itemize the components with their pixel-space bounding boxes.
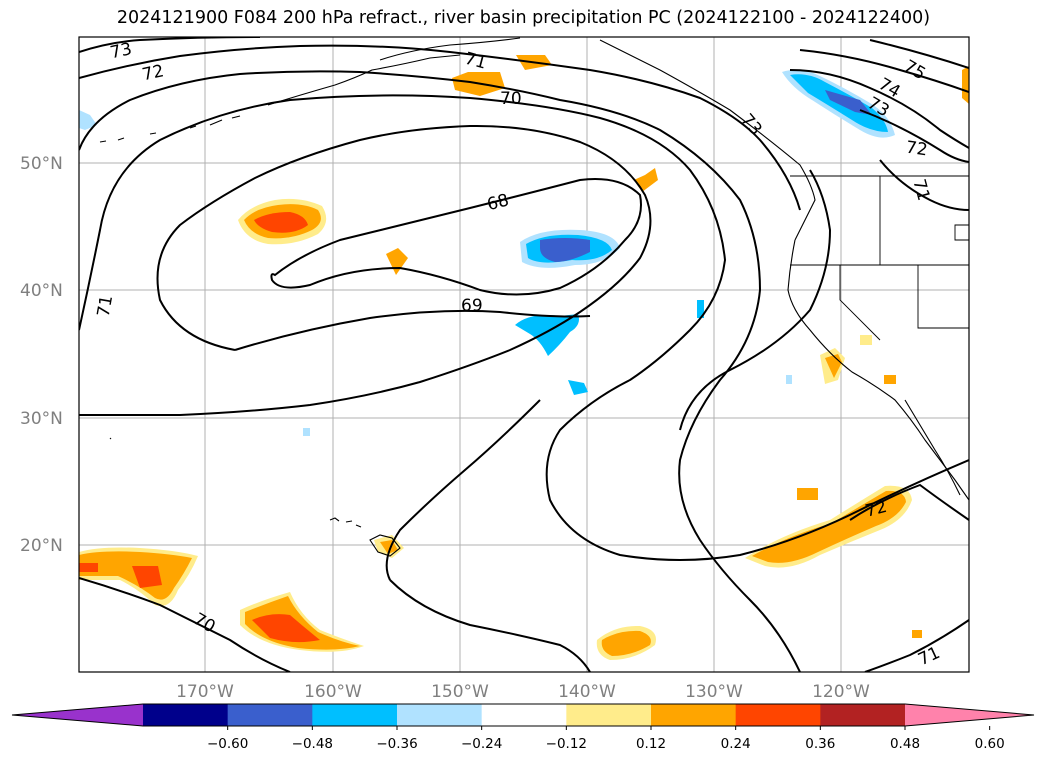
lon-label-160w: 160°W [304, 682, 362, 702]
lat-label-30n: 30°N [20, 409, 63, 429]
precip-filled-areas [79, 55, 969, 660]
colorbar-tick-label: 0.48 [890, 736, 920, 752]
colorbar: −0.60 −0.48 −0.36 −0.24 −0.12 0.12 0.24 0.36 0.4… [11, 703, 1035, 752]
colorbar-tick-label: 0.60 [975, 736, 1005, 752]
colorbar-outline [11, 703, 1035, 727]
contour-label: 73 [108, 39, 133, 63]
colorbar-cell [651, 704, 737, 726]
lon-label-130w: 130°W [685, 682, 743, 702]
contour-label: 72 [905, 138, 929, 161]
colorbar-ticks: −0.60 −0.48 −0.36 −0.24 −0.12 0.12 0.24 0.36 0.4… [207, 726, 1005, 752]
colorbar-extend-high [905, 704, 1034, 726]
colorbar-tick-label: −0.12 [546, 736, 587, 752]
colorbar-cell [227, 704, 313, 726]
coastlines [99, 37, 969, 557]
lat-label-50n: 50°N [20, 154, 63, 174]
colorbar-cell [481, 704, 567, 726]
colorbar-cell [735, 704, 821, 726]
colorbar-tick-label: −0.24 [461, 736, 502, 752]
lat-label-40n: 40°N [20, 281, 63, 301]
lat-label-20n: 20°N [20, 536, 63, 556]
colorbar-tick-label: 0.36 [805, 736, 835, 752]
map-title: 2024121900 F084 200 hPa refract., river … [116, 8, 931, 28]
colorbar-cell [312, 704, 398, 726]
lon-label-170w: 170°W [176, 682, 234, 702]
lon-label-150w: 150°W [431, 682, 489, 702]
colorbar-cell [566, 704, 652, 726]
colorbar-extend-low [12, 704, 143, 726]
colorbar-tick-label: 0.24 [721, 736, 751, 752]
precip-negative-area [515, 314, 579, 356]
colorbar-cells [12, 704, 1034, 726]
lon-label-120w: 120°W [812, 682, 870, 702]
longitude-labels: 170°W 160°W 150°W 140°W 130°W 120°W [176, 682, 870, 702]
latitude-labels: 50°N 40°N 30°N 20°N [20, 154, 63, 556]
colorbar-tick-label: −0.48 [292, 736, 333, 752]
lon-label-140w: 140°W [558, 682, 616, 702]
map-frame [78, 36, 970, 673]
contour-label: 71 [94, 294, 117, 319]
colorbar-cell [820, 704, 906, 726]
contour-label: 69 [461, 296, 483, 316]
contour-label: 70 [500, 89, 522, 109]
colorbar-tick-label: 0.12 [636, 736, 666, 752]
colorbar-tick-label: −0.60 [207, 736, 248, 752]
colorbar-cell [397, 704, 483, 726]
contour-label: 72 [140, 61, 165, 85]
colorbar-cell [143, 704, 229, 726]
map-area [79, 37, 969, 672]
colorbar-tick-label: −0.36 [376, 736, 417, 752]
